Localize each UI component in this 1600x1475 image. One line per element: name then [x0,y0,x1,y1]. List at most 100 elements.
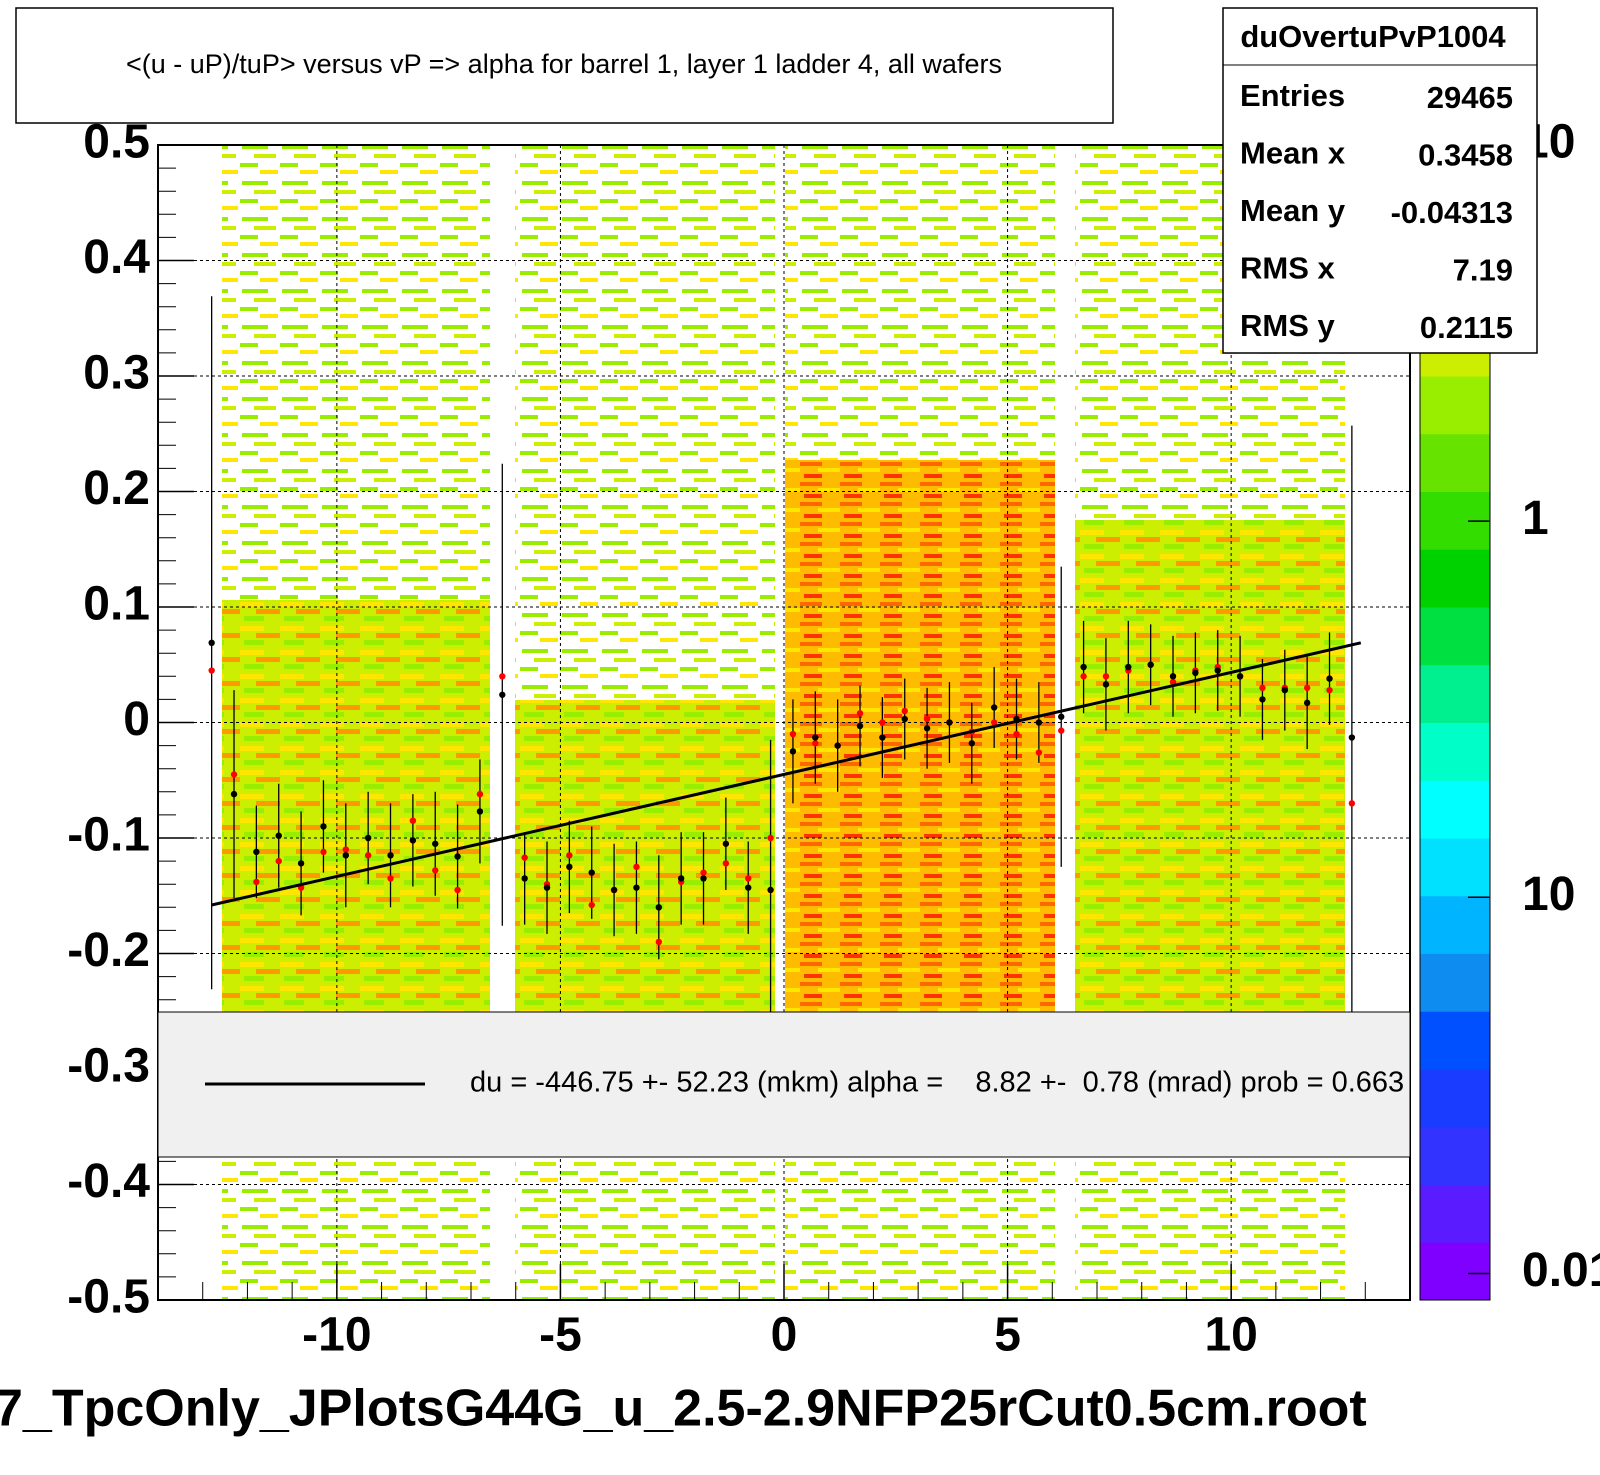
palette-cell [1420,953,1490,1012]
point [901,707,908,715]
z-tick-label: 0.01 [1522,1244,1600,1297]
palette-cell [1420,1242,1490,1301]
point [1169,678,1177,686]
point [588,901,595,909]
point [610,886,618,894]
point [297,860,305,867]
point [1058,727,1065,734]
point [1035,719,1043,726]
stats-value: 7.19 [1453,253,1513,288]
point [364,834,372,842]
point [588,869,595,876]
point [745,875,752,882]
stats-value: 0.2115 [1420,310,1513,345]
palette-cell [1420,1126,1490,1185]
palette-cell [1420,1069,1490,1128]
filename: 7_TpcOnly_JPlotsG44G_u_2.5-2.9NFP25rCut0… [0,1380,1367,1438]
point [700,869,707,876]
point [1147,661,1154,668]
point [476,808,484,815]
point [677,875,685,882]
stats-box: duOvertuPvP1004 Entries 29465 Mean x 0.3458 M… [1222,7,1538,354]
point [856,722,864,730]
point [387,852,394,859]
x-tick-label: -5 [539,1309,582,1362]
point [789,748,797,755]
point [1326,686,1333,694]
point [454,853,461,860]
stats-value: 0.3458 [1418,138,1513,173]
palette-cell [1420,1184,1490,1243]
point [387,875,394,882]
stats-label: Entries [1240,78,1345,113]
x-tick-label: -10 [302,1309,371,1362]
stats-label: Mean y [1240,193,1346,228]
point [1058,713,1065,720]
point [521,854,528,861]
palette-cell [1420,664,1490,723]
y-tick-label: 0.1 [83,578,150,631]
y-tick-label: 0.4 [83,231,150,284]
point [364,852,372,859]
point [1035,749,1043,756]
palette-cell [1420,607,1490,666]
y-tick-label: -0.1 [67,809,150,862]
point [767,834,774,842]
point [990,719,998,726]
y-tick-label: -0.3 [67,1040,150,1093]
point [722,860,730,867]
point [208,639,215,647]
point [1281,686,1289,694]
palette-cell [1420,1011,1490,1070]
point [1326,675,1333,682]
point [1214,667,1221,674]
point [1348,734,1356,741]
point [275,857,282,865]
point [633,884,640,891]
fit-line [211,641,1362,907]
point [1259,684,1266,692]
palette-cell [1420,549,1490,608]
stats-value: -0.04313 [1391,195,1513,230]
point [1169,673,1177,680]
palette-cell [1420,780,1490,839]
z-tick-label: 1 [1522,492,1549,545]
point [1102,681,1110,688]
point [879,719,886,726]
point [1080,663,1087,671]
palette-cell [1420,838,1490,897]
stats-label: RMS x [1240,251,1336,286]
title-box [15,7,1114,124]
point [990,704,998,711]
point [834,742,841,749]
point [409,837,417,844]
point [499,673,506,680]
point [1348,800,1356,807]
palette-cell [1420,433,1490,492]
point [812,740,819,747]
y-tick-label: 0.5 [83,116,150,169]
point [767,886,774,894]
x-tick-label: 0 [771,1309,798,1362]
y-tick-label: -0.5 [67,1271,150,1324]
palette-cell [1420,895,1490,954]
point [722,840,730,847]
point [1192,669,1199,677]
point [454,886,461,894]
point [432,867,439,874]
point [633,863,640,871]
point [342,846,349,853]
point [476,790,484,798]
point [320,823,327,830]
y-tick-label: -0.2 [67,924,150,977]
y-tick-label: 0.2 [83,462,150,515]
chart-title: <(u - uP)/tuP> versus vP => alpha for ba… [126,49,1002,79]
point [566,852,573,859]
point [409,817,417,824]
point [320,848,327,856]
point [1236,673,1244,680]
point [789,730,797,738]
stats-label: Mean x [1240,136,1346,171]
